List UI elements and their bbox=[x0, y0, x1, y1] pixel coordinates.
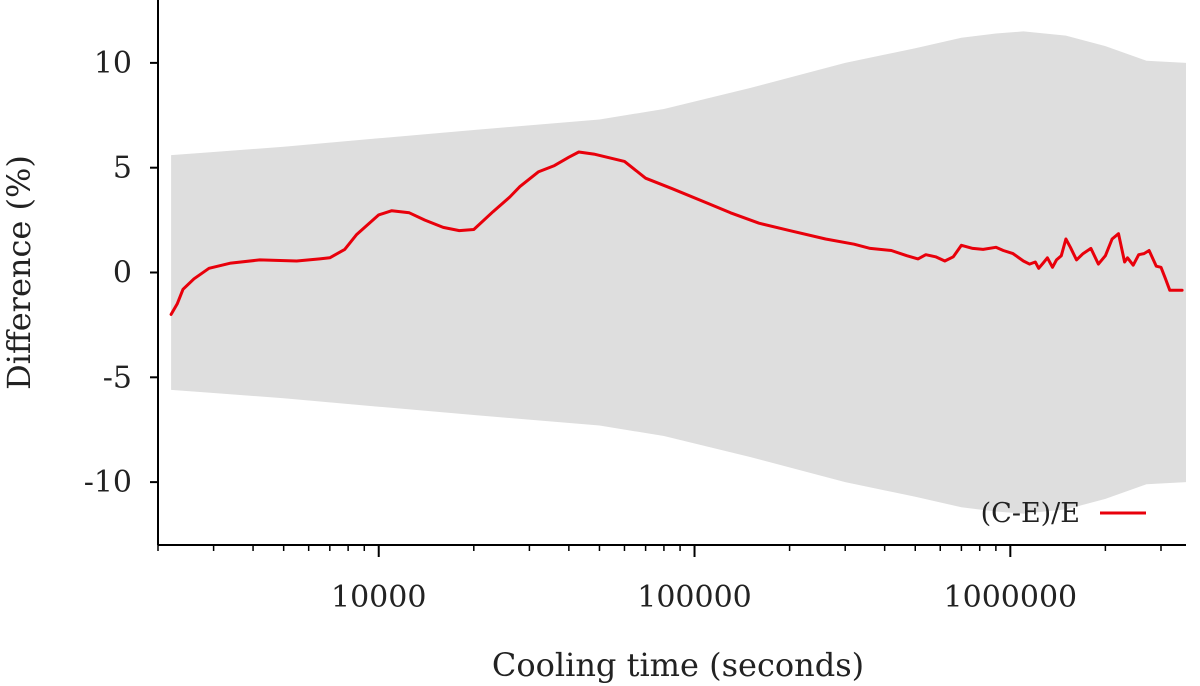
x-tick-label: 1000000 bbox=[944, 580, 1078, 615]
y-tick-label: 10 bbox=[94, 46, 132, 81]
y-tick-label: -10 bbox=[84, 465, 132, 500]
y-tick-label: -5 bbox=[103, 360, 132, 395]
x-tick-label: 100000 bbox=[637, 580, 752, 615]
legend-label: (C-E)/E bbox=[981, 498, 1080, 529]
legend: (C-E)/E bbox=[981, 498, 1146, 529]
y-tick-label: 0 bbox=[113, 256, 132, 291]
uncertainty-band-layer bbox=[171, 31, 1187, 514]
axes-layer: -10 -5 0 5 10 10000 100000 1000000 bbox=[84, 0, 1186, 615]
y-tick-label: 5 bbox=[113, 151, 132, 186]
series-layer bbox=[169, 150, 1184, 316]
x-axis-title: Cooling time (seconds) bbox=[492, 646, 864, 684]
uncertainty-band bbox=[171, 31, 1187, 514]
x-tick-label: 10000 bbox=[331, 580, 426, 615]
series-line bbox=[169, 150, 1184, 316]
y-axis-title: Difference (%) bbox=[0, 155, 38, 390]
